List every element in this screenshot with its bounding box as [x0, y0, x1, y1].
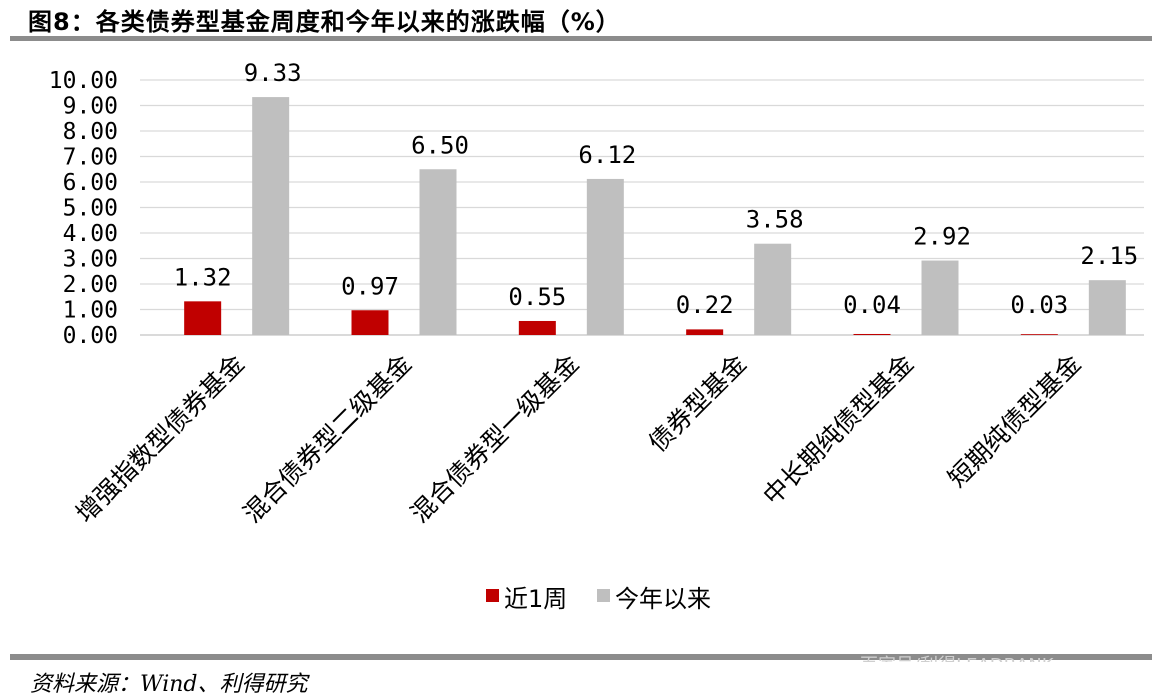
- top-rule: [10, 36, 1152, 41]
- bar-week: [518, 320, 556, 335]
- category-label: 中长期纯债型基金: [757, 349, 919, 511]
- watermark: 百家号/利得LEADBANK: [860, 651, 1054, 662]
- bar-ytd: [252, 97, 290, 336]
- category-label: 债券型基金: [643, 349, 752, 458]
- y-tick-label: 9.00: [63, 94, 118, 120]
- data-label-week: 0.97: [341, 272, 399, 300]
- legend-week-swatch: [486, 589, 499, 602]
- y-tick-label: 6.00: [63, 170, 118, 196]
- bar-ytd: [754, 243, 792, 335]
- legend-ytd-label: 今年以来: [615, 585, 711, 613]
- y-tick-label: 10.00: [49, 68, 118, 94]
- data-label-ytd: 6.12: [578, 141, 636, 169]
- bar-ytd: [419, 169, 457, 335]
- data-label-ytd: 2.92: [913, 223, 971, 251]
- category-label: 短期纯债型基金: [942, 349, 1086, 493]
- data-label-week: 1.32: [174, 263, 232, 291]
- data-label-ytd: 9.33: [244, 59, 302, 87]
- y-tick-label: 0.00: [63, 323, 118, 349]
- y-tick-label: 4.00: [63, 221, 118, 247]
- bar-ytd: [1088, 280, 1126, 335]
- bar-ytd: [586, 178, 624, 335]
- data-label-week: 0.04: [843, 291, 901, 319]
- y-tick-label: 7.00: [63, 145, 118, 171]
- legend-ytd-swatch: [597, 589, 610, 602]
- y-tick-label: 2.00: [63, 272, 118, 298]
- data-label-week: 0.55: [508, 283, 566, 311]
- data-label-week: 0.03: [1010, 291, 1068, 319]
- data-label-ytd: 3.58: [746, 206, 804, 234]
- bar-chart: 0.001.002.003.004.005.006.007.008.009.00…: [49, 59, 1144, 613]
- bar-week: [853, 333, 891, 335]
- y-tick-label: 5.00: [63, 196, 118, 222]
- bar-week: [184, 301, 222, 335]
- y-tick-label: 3.00: [63, 247, 118, 273]
- data-label-ytd: 2.15: [1080, 242, 1138, 270]
- bar-ytd: [921, 260, 959, 335]
- data-label-week: 0.22: [676, 291, 734, 319]
- bar-week: [1020, 334, 1058, 335]
- category-label: 混合债券型一级基金: [405, 349, 585, 529]
- bar-week: [686, 329, 724, 335]
- legend-week-label: 近1周: [504, 585, 567, 613]
- figure-title: 图8：各类债券型基金周度和今年以来的涨跌幅（%）: [28, 8, 621, 36]
- bottom-rule: [10, 654, 1152, 660]
- data-label-ytd: 6.50: [411, 131, 469, 159]
- category-label: 混合债券型二级基金: [238, 349, 418, 529]
- y-tick-label: 8.00: [63, 119, 118, 145]
- source-note: 资料来源：Wind、利得研究: [30, 672, 308, 697]
- category-label: 增强指数型债券基金: [70, 349, 250, 529]
- y-tick-label: 1.00: [63, 298, 118, 324]
- bar-week: [351, 310, 389, 335]
